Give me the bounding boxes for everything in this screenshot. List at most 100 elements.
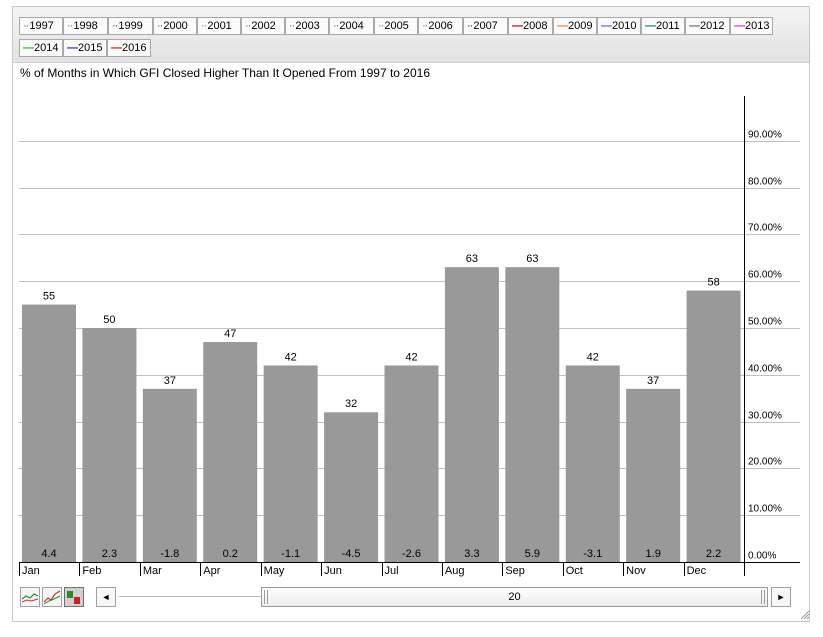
- bar-value-label: 32: [345, 398, 357, 410]
- bar-value-label: 50: [103, 314, 115, 326]
- bar-value-label: 42: [285, 351, 297, 363]
- legend-swatch-icon: ··: [112, 20, 118, 32]
- legend-item-2000[interactable]: ··2000: [153, 17, 197, 35]
- legend-item-2007[interactable]: ··2007: [463, 17, 508, 35]
- legend-swatch-icon: ··: [201, 20, 207, 32]
- line-view-icon[interactable]: [20, 587, 40, 607]
- legend-label: 2006: [428, 20, 453, 32]
- bar-May: [263, 365, 318, 562]
- legend-swatch-icon: ··: [67, 20, 73, 32]
- x-tick-label: Jun: [324, 565, 342, 577]
- scroll-left-button[interactable]: ◄: [96, 587, 116, 607]
- legend-label: 2011: [656, 20, 680, 32]
- legend-item-2014[interactable]: —2014: [19, 39, 63, 57]
- y-tick-label: 60.00%: [748, 270, 782, 281]
- bar-value-label: 47: [224, 328, 236, 340]
- legend-swatch-icon: ··: [378, 20, 384, 32]
- legend-swatch-icon: ··: [333, 20, 339, 32]
- legend-item-2012[interactable]: —2012: [685, 17, 730, 35]
- x-tick-label: Aug: [445, 565, 465, 577]
- resize-grip-icon[interactable]: [800, 610, 810, 620]
- bar-bottom-label: -1.1: [281, 548, 300, 560]
- legend-label: 2009: [568, 20, 593, 32]
- bar-Oct: [565, 365, 620, 562]
- legend-swatch-icon: —: [23, 42, 34, 54]
- right-grip-icon[interactable]: [761, 590, 765, 604]
- legend-label: 2015: [78, 42, 103, 54]
- chart-title: % of Months in Which GFI Closed Higher T…: [20, 66, 430, 80]
- trend-view-icon[interactable]: [42, 587, 62, 607]
- legend-swatch-icon: —: [512, 20, 523, 32]
- bar-value-label: 37: [164, 375, 176, 387]
- legend-label: 2012: [700, 20, 725, 32]
- legend-item-2002[interactable]: ··2002: [241, 17, 285, 35]
- legend-item-2010[interactable]: —2010: [597, 17, 641, 35]
- bar-bottom-label: 0.2: [223, 548, 238, 560]
- legend-label: 1997: [29, 20, 54, 32]
- bar-Aug: [444, 267, 499, 562]
- x-tick-label: Oct: [566, 565, 583, 577]
- bar-value-label: 58: [707, 277, 719, 289]
- scroll-right-button[interactable]: ►: [771, 587, 791, 607]
- y-tick-label: 0.00%: [748, 551, 776, 562]
- legend-label: 2016: [122, 42, 147, 54]
- bar-Sep: [505, 267, 560, 562]
- legend-label: 1998: [73, 20, 98, 32]
- legend-item-2013[interactable]: —2013: [730, 17, 773, 35]
- bar-bottom-label: 2.3: [102, 548, 117, 560]
- legend-label: 2004: [339, 20, 364, 32]
- bar-value-label: 42: [405, 351, 417, 363]
- bar-bottom-label: -3.1: [583, 548, 602, 560]
- legend-swatch-icon: —: [689, 20, 700, 32]
- legend: ··1997 ··1998 ··1999 ··2000 ··2001 ··2002 ··20…: [13, 7, 809, 63]
- x-tick-label: Dec: [687, 565, 707, 577]
- y-tick-label: 70.00%: [748, 223, 782, 234]
- legend-swatch-icon: —: [557, 20, 568, 32]
- bar-Jun: [324, 412, 379, 562]
- y-tick-label: 30.00%: [748, 411, 782, 422]
- bar-value-label: 63: [466, 253, 478, 265]
- legend-item-2003[interactable]: ··2003: [285, 17, 329, 35]
- bar-bottom-label: 2.2: [706, 548, 721, 560]
- legend-swatch-icon: ··: [157, 20, 163, 32]
- legend-item-2009[interactable]: —2009: [553, 17, 597, 35]
- bar-Nov: [626, 388, 681, 562]
- legend-swatch-icon: ··: [289, 20, 295, 32]
- legend-item-1998[interactable]: ··1998: [63, 17, 108, 35]
- legend-item-1999[interactable]: ··1999: [108, 17, 153, 35]
- legend-item-2001[interactable]: ··2001: [197, 17, 241, 35]
- bar-view-icon[interactable]: [64, 587, 84, 607]
- legend-label: 2014: [34, 42, 59, 54]
- legend-swatch-icon: ··: [23, 20, 29, 32]
- legend-label: 2005: [384, 20, 409, 32]
- x-tick-label: Nov: [626, 565, 646, 577]
- legend-item-1997[interactable]: ··1997: [19, 17, 63, 35]
- y-tick-label: 20.00%: [748, 457, 782, 468]
- legend-item-2015[interactable]: —2015: [63, 39, 107, 57]
- legend-item-2008[interactable]: —2008: [508, 17, 553, 35]
- legend-item-2004[interactable]: ··2004: [329, 17, 374, 35]
- legend-item-2006[interactable]: ··2006: [418, 17, 463, 35]
- legend-swatch-icon: ··: [467, 20, 473, 32]
- legend-item-2016[interactable]: —2016: [107, 39, 151, 57]
- legend-label: 2013: [745, 20, 770, 32]
- legend-label: 2008: [523, 20, 548, 32]
- legend-swatch-icon: —: [67, 42, 78, 54]
- range-slider-thumb[interactable]: 20: [261, 587, 768, 607]
- y-tick-label: 50.00%: [748, 317, 782, 328]
- scroll-track[interactable]: [119, 596, 261, 597]
- bar-bottom-label: -2.6: [402, 548, 421, 560]
- bar-bottom-label: -4.5: [342, 548, 361, 560]
- left-grip-icon[interactable]: [264, 590, 268, 604]
- legend-item-2005[interactable]: ··2005: [374, 17, 418, 35]
- legend-swatch-icon: —: [601, 20, 612, 32]
- legend-swatch-icon: —: [111, 42, 122, 54]
- legend-label: 2002: [251, 20, 276, 32]
- legend-item-2011[interactable]: —2011: [641, 17, 685, 35]
- bar-bottom-label: 5.9: [525, 548, 540, 560]
- legend-label: 2010: [612, 20, 637, 32]
- bar-value-label: 63: [526, 253, 538, 265]
- legend-swatch-icon: ··: [422, 20, 428, 32]
- y-tick-label: 80.00%: [748, 177, 782, 188]
- bar-value-label: 55: [43, 291, 55, 303]
